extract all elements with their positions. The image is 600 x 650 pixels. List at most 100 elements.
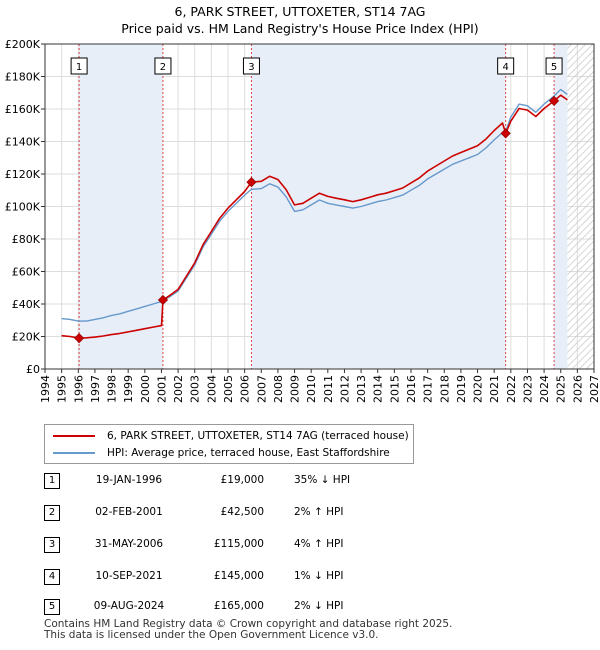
- x-tick-label: 2008: [272, 375, 285, 403]
- sale-hpi-diff: 2% ↑ HPI: [294, 506, 344, 518]
- y-axis-ticks: £0 £20K £40K £60K £80K £100K £120K £140K £160K £1…: [5, 38, 45, 376]
- x-tick-label: 2009: [289, 375, 302, 403]
- sale-label-text: 4: [502, 62, 508, 73]
- shaded-band: [251, 44, 506, 369]
- footer-copyright: Contains HM Land Registry data © Crown c…: [44, 618, 453, 630]
- series-lines: [61, 88, 568, 339]
- sale-label-text: 1: [76, 62, 82, 73]
- sale-number: 4: [44, 569, 60, 585]
- x-tick-label: 2019: [455, 375, 468, 403]
- legend-item-hpi: HPI: Average price, terraced house, East…: [53, 445, 390, 461]
- sale-point-marker: [74, 333, 85, 344]
- x-tick-label: 2000: [139, 375, 152, 403]
- y-tick-label: £140K: [5, 136, 41, 149]
- y-tick-label: £100K: [5, 201, 41, 214]
- x-tick-label: 2011: [322, 375, 335, 403]
- sale-point-marker: [549, 95, 560, 106]
- future-hatch: [567, 44, 594, 369]
- x-tick-label: 2007: [255, 375, 268, 403]
- x-tick-label: 2010: [305, 375, 318, 403]
- legend-swatch-property: [53, 435, 95, 437]
- footer-licence: This data is licensed under the Open Gov…: [44, 629, 379, 641]
- sale-hpi-diff: 1% ↓ HPI: [294, 570, 344, 582]
- sale-row: 4 10-SEP-2021 £145,000 1% ↓ HPI: [44, 568, 464, 586]
- x-tick-label: 1999: [122, 375, 135, 403]
- x-tick-label: 2013: [355, 375, 368, 403]
- footer: Contains HM Land Registry data © Crown c…: [44, 619, 452, 641]
- x-tick-label: 2006: [239, 375, 252, 403]
- sale-point-marker: [157, 294, 169, 306]
- sale-date-lines: 1 2 3 4 5: [70, 44, 563, 369]
- sale-label-box: [497, 57, 515, 75]
- sale-label-box: [545, 57, 563, 75]
- sale-date: 09-AUG-2024: [93, 600, 165, 612]
- y-tick-label: £120K: [5, 168, 41, 181]
- sale-row: 3 31-MAY-2006 £115,000 4% ↑ HPI: [44, 536, 464, 554]
- x-tick-label: 2026: [571, 375, 584, 403]
- sale-label-box: [70, 57, 88, 75]
- x-tick-label: 2001: [155, 375, 168, 403]
- sale-period-bands: [79, 44, 594, 369]
- x-tick-label: 2016: [405, 375, 418, 403]
- x-tick-label: 1996: [72, 375, 85, 403]
- y-tick-label: £180K: [5, 71, 41, 84]
- sale-date: 02-FEB-2001: [95, 506, 163, 518]
- x-tick-label: 2021: [488, 375, 501, 403]
- x-tick-label: 2003: [189, 375, 202, 403]
- x-tick-label: 1994: [39, 375, 52, 403]
- x-tick-label: 2024: [538, 375, 551, 403]
- y-tick-label: £80K: [12, 233, 41, 246]
- x-tick-label: 2005: [222, 375, 235, 403]
- x-tick-label: 2012: [338, 375, 351, 403]
- chart-title-line2: Price paid vs. HM Land Registry's House …: [121, 21, 479, 36]
- x-tick-label: 2020: [472, 375, 485, 403]
- x-tick-label: 2014: [372, 375, 385, 403]
- hpi-series-line: [61, 88, 568, 322]
- sale-row: 1 19-JAN-1996 £19,000 35% ↓ HPI: [44, 472, 464, 490]
- x-tick-label: 2002: [172, 375, 185, 403]
- sale-price: £145,000: [213, 570, 264, 582]
- sale-date: 31-MAY-2006: [94, 538, 164, 550]
- sale-label-box: [242, 57, 260, 75]
- y-tick-label: £60K: [12, 266, 41, 279]
- property-series-line: [61, 94, 568, 339]
- sale-price: £42,500: [220, 506, 264, 518]
- chart-title-line1: 6, PARK STREET, UTTOXETER, ST14 7AG: [174, 4, 426, 19]
- sale-label-text: 5: [551, 62, 557, 73]
- y-tick-label: £40K: [12, 298, 41, 311]
- x-tick-label: 2015: [388, 375, 401, 403]
- y-tick-label: £0: [26, 363, 40, 376]
- x-axis-ticks: 1994 1995 1996 1997 1998 1999 2000 2001 2002 2003…: [39, 369, 600, 403]
- x-tick-label: 2022: [505, 375, 518, 403]
- sale-date: 19-JAN-1996: [95, 474, 163, 486]
- x-tick-label: 2017: [422, 375, 435, 403]
- shaded-band: [79, 44, 163, 369]
- sale-hpi-diff: 4% ↑ HPI: [294, 538, 344, 550]
- legend-item-property: 6, PARK STREET, UTTOXETER, ST14 7AG (ter…: [53, 428, 409, 444]
- sale-number: 3: [44, 537, 60, 553]
- legend-label-hpi: HPI: Average price, terraced house, East…: [107, 447, 390, 459]
- sale-number: 2: [44, 505, 60, 521]
- y-tick-label: £20K: [12, 331, 41, 344]
- sale-row: 2 02-FEB-2001 £42,500 2% ↑ HPI: [44, 504, 464, 522]
- sale-price: £165,000: [213, 600, 264, 612]
- sale-number: 1: [44, 473, 60, 489]
- shaded-band: [554, 44, 568, 369]
- sale-date: 10-SEP-2021: [95, 570, 163, 582]
- sale-label-box: [154, 57, 172, 75]
- sale-hpi-diff: 35% ↓ HPI: [294, 474, 351, 486]
- sale-row: 5 09-AUG-2024 £165,000 2% ↓ HPI: [44, 598, 464, 616]
- legend: 6, PARK STREET, UTTOXETER, ST14 7AG (ter…: [44, 424, 414, 464]
- sale-hpi-diff: 2% ↓ HPI: [294, 600, 344, 612]
- legend-swatch-hpi: [53, 452, 95, 454]
- x-tick-label: 2004: [205, 375, 218, 403]
- x-tick-label: 1997: [89, 375, 102, 403]
- y-tick-label: £200K: [5, 38, 41, 51]
- sale-label-text: 3: [248, 62, 254, 73]
- x-tick-label: 2018: [438, 375, 451, 403]
- x-tick-label: 2027: [588, 375, 600, 403]
- x-tick-label: 2023: [521, 375, 534, 403]
- sale-point-marker: [500, 128, 511, 139]
- sale-price: £19,000: [220, 474, 264, 486]
